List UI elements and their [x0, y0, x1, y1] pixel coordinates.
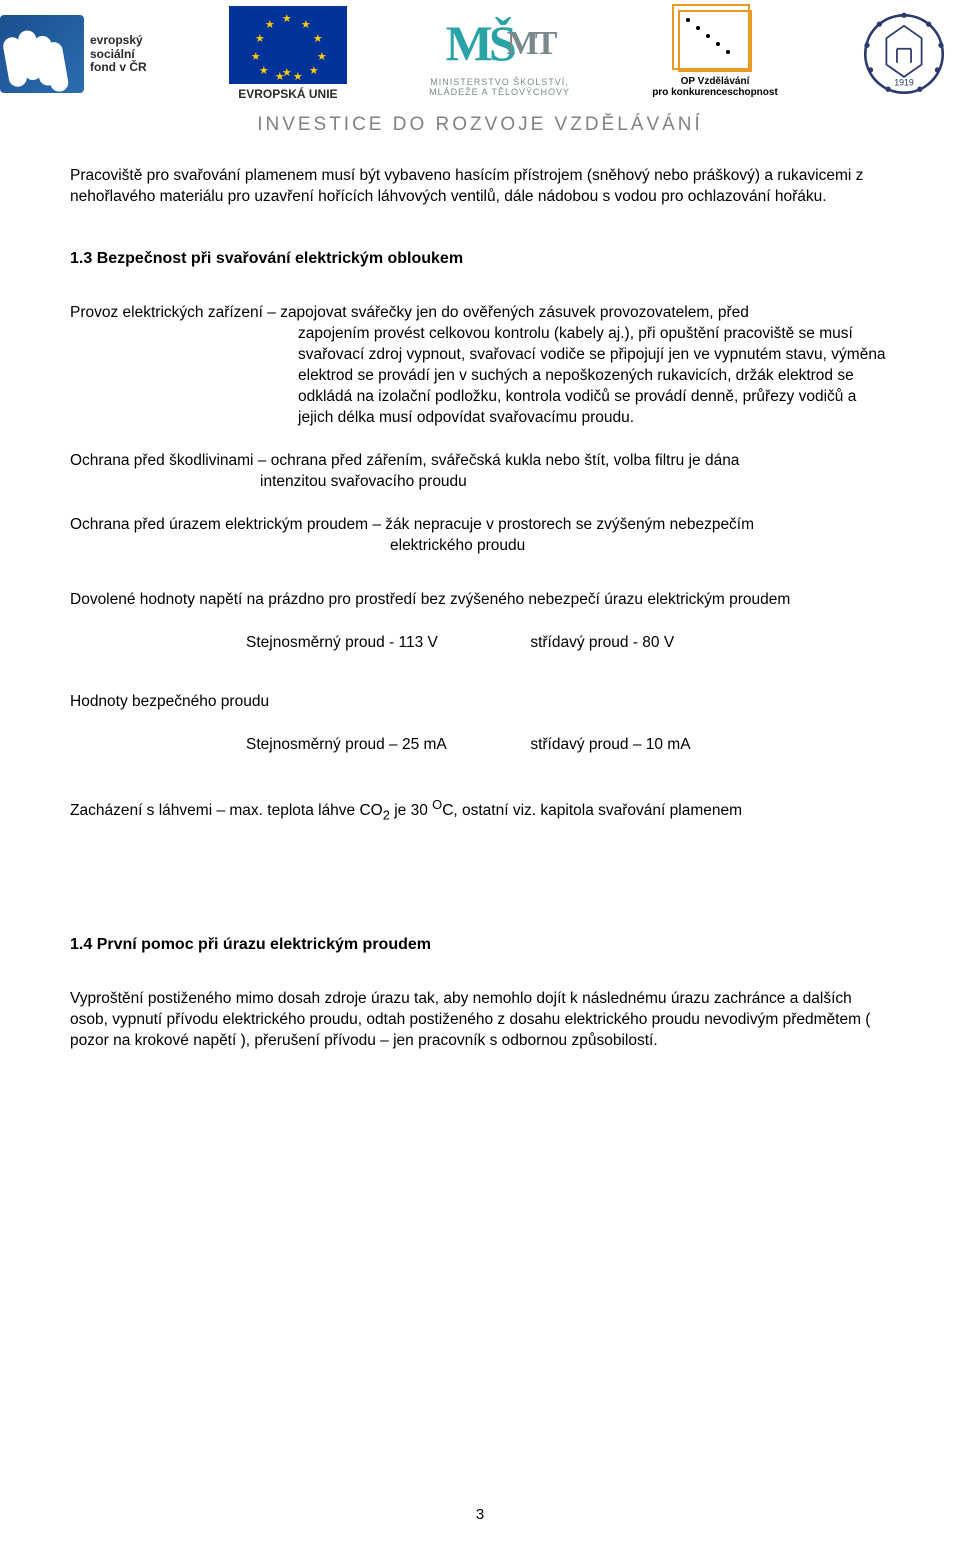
para-provoz-cont: zapojením provést celkovou kontrolu (kab… — [70, 324, 890, 429]
para-ochrana1-cont: intenzitou svařovacího proudu — [70, 472, 890, 493]
para-provoz-lead: Provoz elektrických zařízení – zapojovat… — [70, 304, 749, 321]
esf-line: sociální — [90, 48, 147, 61]
eu-label: EVROPSKÁ UNIE — [238, 86, 337, 102]
zachazeni-sup: O — [432, 797, 442, 812]
zachazeni-sub: 2 — [383, 807, 390, 822]
para-dovolene-hodnoty: Dovolené hodnoty napětí na prázdno pro p… — [70, 590, 890, 611]
para-ochrana2-lead: Ochrana před úrazem elektrickým proudem … — [70, 516, 754, 533]
esf-line: evropský — [90, 34, 147, 47]
para-ochrana1-lead: Ochrana před škodlivinami – ochrana před… — [70, 452, 739, 469]
page-number: 3 — [0, 1505, 960, 1525]
investment-tagline: INVESTICE DO ROZVOJE VZDĚLÁVÁNÍ — [0, 112, 960, 138]
dc-current-value: Stejnosměrný proud – 25 mA — [246, 735, 526, 756]
esf-text: evropský sociální fond v ČR — [90, 34, 147, 74]
header-logo-banner: evropský sociální fond v ČR ★ ★ ★ ★ ★ ★ … — [0, 0, 960, 106]
eu-flag-icon: ★ ★ ★ ★ ★ ★ ★ ★ ★ ★ ★ ★ — [229, 6, 347, 84]
document-body: Pracoviště pro svařování plamenem musí b… — [0, 166, 960, 1052]
para-provoz: Provoz elektrických zařízení – zapojovat… — [70, 303, 890, 429]
msmt-logo: MŠMT MINISTERSTVO ŠKOLSTVÍ, MLÁDEŽE A TĚ… — [429, 10, 570, 97]
esf-line: fond v ČR — [90, 61, 147, 74]
para-ochrana-skodliviny: Ochrana před škodlivinami – ochrana před… — [70, 451, 890, 493]
para-ochrana-uraz: Ochrana před úrazem elektrickým proudem … — [70, 515, 890, 557]
gear-year: 1919 — [894, 78, 914, 88]
eu-logo: ★ ★ ★ ★ ★ ★ ★ ★ ★ ★ ★ ★ EVROPSKÁ UNIE — [229, 6, 347, 102]
zachazeni-c: C, ostatní viz. kapitola svařování plame… — [442, 802, 742, 819]
msmt-sub2: MLÁDEŽE A TĚLOVÝCHOVY — [429, 88, 570, 98]
zachazeni-b: je 30 — [390, 802, 432, 819]
para-vyprosteni: Vyproštění postiženého mimo dosah zdroje… — [70, 989, 890, 1052]
ac-voltage-value: střídavý proud - 80 V — [530, 633, 674, 654]
current-values-row: Stejnosměrný proud – 25 mA střídavý prou… — [70, 735, 890, 756]
esf-hand-icon — [0, 15, 84, 93]
op-text1: OP Vzdělávání — [681, 76, 750, 87]
op-logo: OP Vzdělávání pro konkurenceschopnost — [652, 10, 778, 98]
para-zachazeni-lahve: Zacházení s láhvemi – max. teplota láhve… — [70, 796, 890, 824]
dc-voltage-value: Stejnosměrný proud - 113 V — [246, 633, 526, 654]
heading-1-3: 1.3 Bezpečnost při svařování elektrickým… — [70, 248, 890, 270]
ac-current-value: střídavý proud – 10 mA — [530, 735, 690, 756]
voltage-values-row: Stejnosměrný proud - 113 V střídavý prou… — [70, 633, 890, 654]
gear-logo: 1919 — [860, 10, 948, 98]
op-square-icon — [678, 10, 752, 72]
para-hodnoty-bezpecneho: Hodnoty bezpečného proudu — [70, 692, 890, 713]
heading-1-4: 1.4 První pomoc při úrazu elektrickým pr… — [70, 934, 890, 956]
op-text2: pro konkurenceschopnost — [652, 87, 778, 98]
para-pracoviste: Pracoviště pro svařování plamenem musí b… — [70, 166, 890, 208]
gear-icon: 1919 — [860, 10, 948, 98]
para-ochrana2-cont: elektrického proudu — [70, 536, 890, 557]
esf-logo: evropský sociální fond v ČR — [0, 15, 147, 93]
msmt-mark-icon: MŠMT — [446, 10, 554, 78]
zachazeni-a: Zacházení s láhvemi – max. teplota láhve… — [70, 802, 383, 819]
